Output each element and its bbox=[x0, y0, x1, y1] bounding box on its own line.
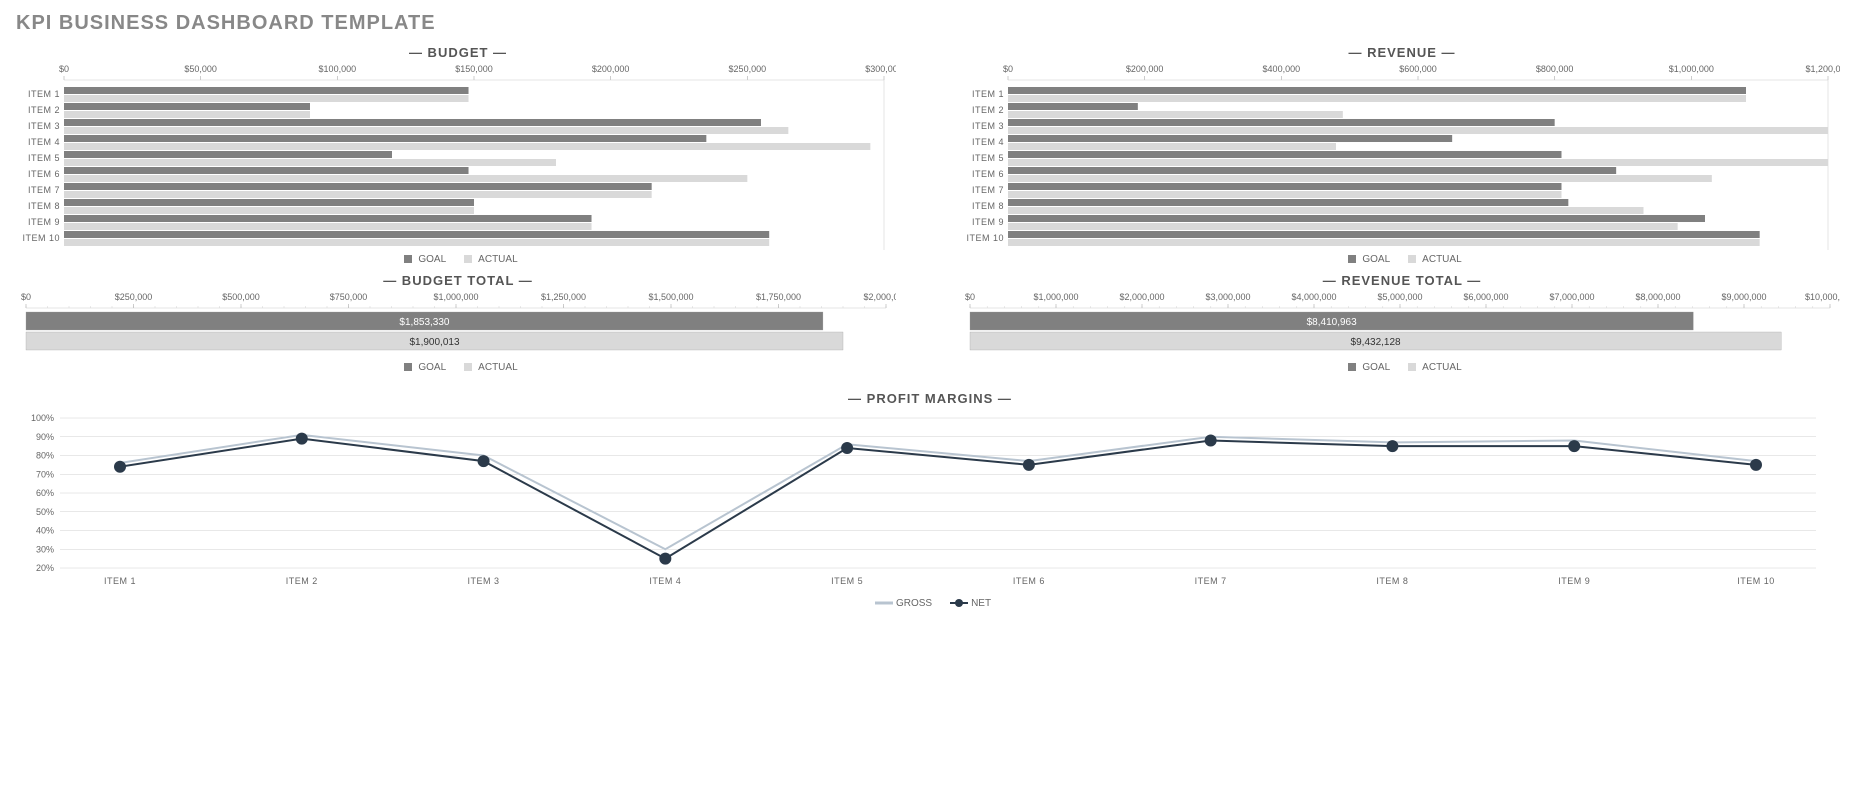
svg-text:$400,000: $400,000 bbox=[1263, 64, 1301, 74]
budget-legend: GOALACTUAL bbox=[16, 254, 900, 265]
svg-text:ITEM 6: ITEM 6 bbox=[1013, 576, 1045, 586]
budget-total-title: — BUDGET TOTAL — bbox=[16, 273, 900, 288]
svg-text:$0: $0 bbox=[59, 64, 69, 74]
svg-text:$1,500,000: $1,500,000 bbox=[648, 292, 693, 302]
svg-text:ITEM 6: ITEM 6 bbox=[972, 169, 1004, 179]
svg-text:ITEM 8: ITEM 8 bbox=[1376, 576, 1408, 586]
svg-text:$9,000,000: $9,000,000 bbox=[1721, 292, 1766, 302]
svg-text:$50,000: $50,000 bbox=[184, 64, 217, 74]
svg-text:$1,000,000: $1,000,000 bbox=[1033, 292, 1078, 302]
svg-text:ITEM 8: ITEM 8 bbox=[28, 201, 60, 211]
svg-text:ITEM 7: ITEM 7 bbox=[28, 185, 60, 195]
revenue-total-legend: GOALACTUAL bbox=[960, 362, 1844, 373]
svg-text:$500,000: $500,000 bbox=[222, 292, 260, 302]
svg-text:ITEM 1: ITEM 1 bbox=[972, 89, 1004, 99]
svg-text:ITEM 4: ITEM 4 bbox=[28, 137, 60, 147]
svg-text:ITEM 2: ITEM 2 bbox=[286, 576, 318, 586]
profit-margins-chart: 20% 30% 40% 50% 60% 70% 80% 90% 100% ITEM 1 ITEM 2… bbox=[16, 410, 1844, 594]
svg-text:60%: 60% bbox=[36, 488, 54, 498]
svg-text:$250,000: $250,000 bbox=[115, 292, 153, 302]
svg-text:$100,000: $100,000 bbox=[319, 64, 357, 74]
revenue-total-chart: $0 $1,000,000 $2,000,000 $3,000,000 $4,000,0… bbox=[960, 292, 1844, 358]
svg-text:$250,000: $250,000 bbox=[729, 64, 767, 74]
budget-chart-title: — BUDGET — bbox=[16, 45, 900, 60]
svg-text:ITEM 3: ITEM 3 bbox=[28, 121, 60, 131]
revenue-chart: $0 $200,000 $400,000 $600,000 $800,000 $1,000… bbox=[960, 64, 1844, 250]
svg-text:ITEM 9: ITEM 9 bbox=[1558, 576, 1590, 586]
svg-text:50%: 50% bbox=[36, 507, 54, 517]
svg-text:$300,000: $300,000 bbox=[865, 64, 896, 74]
svg-text:ITEM 5: ITEM 5 bbox=[28, 153, 60, 163]
svg-text:$8,000,000: $8,000,000 bbox=[1635, 292, 1680, 302]
svg-text:$5,000,000: $5,000,000 bbox=[1377, 292, 1422, 302]
profit-margins-title: — PROFIT MARGINS — bbox=[16, 391, 1844, 406]
svg-text:$800,000: $800,000 bbox=[1536, 64, 1574, 74]
svg-text:ITEM 5: ITEM 5 bbox=[972, 153, 1004, 163]
svg-text:30%: 30% bbox=[36, 544, 54, 554]
svg-text:$150,000: $150,000 bbox=[455, 64, 493, 74]
svg-text:ITEM 10: ITEM 10 bbox=[966, 233, 1004, 243]
svg-text:40%: 40% bbox=[36, 526, 54, 536]
revenue-legend: GOALACTUAL bbox=[960, 254, 1844, 265]
svg-text:ITEM 9: ITEM 9 bbox=[972, 217, 1004, 227]
svg-text:ITEM 10: ITEM 10 bbox=[1737, 576, 1775, 586]
budget-chart: $0 $50,000 $100,000 $150,000 $200,000 $250,00… bbox=[16, 64, 900, 250]
svg-text:ITEM 10: ITEM 10 bbox=[22, 233, 60, 243]
svg-text:ITEM 7: ITEM 7 bbox=[972, 185, 1004, 195]
svg-text:ITEM 4: ITEM 4 bbox=[972, 137, 1004, 147]
svg-text:ITEM 2: ITEM 2 bbox=[28, 105, 60, 115]
svg-text:70%: 70% bbox=[36, 469, 54, 479]
revenue-total-title: — REVENUE TOTAL — bbox=[960, 273, 1844, 288]
svg-text:ITEM 2: ITEM 2 bbox=[972, 105, 1004, 115]
svg-text:$750,000: $750,000 bbox=[330, 292, 368, 302]
svg-text:$1,200,000: $1,200,000 bbox=[1805, 64, 1840, 74]
svg-text:$0: $0 bbox=[1003, 64, 1013, 74]
svg-text:ITEM 7: ITEM 7 bbox=[1195, 576, 1227, 586]
svg-text:$3,000,000: $3,000,000 bbox=[1205, 292, 1250, 302]
svg-text:$2,000,000: $2,000,000 bbox=[1119, 292, 1164, 302]
svg-text:$2,000,000: $2,000,000 bbox=[863, 292, 896, 302]
svg-text:$6,000,000: $6,000,000 bbox=[1463, 292, 1508, 302]
svg-text:ITEM 9: ITEM 9 bbox=[28, 217, 60, 227]
svg-text:80%: 80% bbox=[36, 451, 54, 461]
profit-legend: GROSSNET bbox=[16, 598, 1844, 609]
svg-text:$1,000,000: $1,000,000 bbox=[433, 292, 478, 302]
svg-text:20%: 20% bbox=[36, 563, 54, 573]
svg-text:$7,000,000: $7,000,000 bbox=[1549, 292, 1594, 302]
svg-text:$9,432,128: $9,432,128 bbox=[1351, 337, 1401, 348]
svg-text:$200,000: $200,000 bbox=[592, 64, 630, 74]
svg-text:ITEM 3: ITEM 3 bbox=[972, 121, 1004, 131]
svg-text:100%: 100% bbox=[31, 413, 54, 423]
svg-text:$1,000,000: $1,000,000 bbox=[1669, 64, 1714, 74]
svg-text:$1,250,000: $1,250,000 bbox=[541, 292, 586, 302]
budget-total-chart: $0 $250,000 $500,000 $750,000 $1,000,000 $1,2… bbox=[16, 292, 900, 358]
svg-text:ITEM 6: ITEM 6 bbox=[28, 169, 60, 179]
svg-text:90%: 90% bbox=[36, 432, 54, 442]
svg-text:ITEM 1: ITEM 1 bbox=[28, 89, 60, 99]
svg-text:ITEM 4: ITEM 4 bbox=[649, 576, 681, 586]
svg-text:ITEM 1: ITEM 1 bbox=[104, 576, 136, 586]
svg-text:$1,853,330: $1,853,330 bbox=[399, 317, 449, 328]
svg-text:$0: $0 bbox=[965, 292, 975, 302]
svg-text:ITEM 8: ITEM 8 bbox=[972, 201, 1004, 211]
svg-text:$8,410,963: $8,410,963 bbox=[1307, 317, 1357, 328]
svg-text:$200,000: $200,000 bbox=[1126, 64, 1164, 74]
svg-text:ITEM 3: ITEM 3 bbox=[468, 576, 500, 586]
svg-text:ITEM 5: ITEM 5 bbox=[831, 576, 863, 586]
svg-text:$10,000,000: $10,000,000 bbox=[1805, 292, 1840, 302]
svg-text:$1,750,000: $1,750,000 bbox=[756, 292, 801, 302]
revenue-chart-title: — REVENUE — bbox=[960, 45, 1844, 60]
budget-total-legend: GOALACTUAL bbox=[16, 362, 900, 373]
svg-text:$600,000: $600,000 bbox=[1399, 64, 1437, 74]
svg-text:$0: $0 bbox=[21, 292, 31, 302]
svg-text:$4,000,000: $4,000,000 bbox=[1291, 292, 1336, 302]
svg-text:$1,900,013: $1,900,013 bbox=[409, 337, 459, 348]
page-title: KPI BUSINESS DASHBOARD TEMPLATE bbox=[16, 12, 1844, 35]
